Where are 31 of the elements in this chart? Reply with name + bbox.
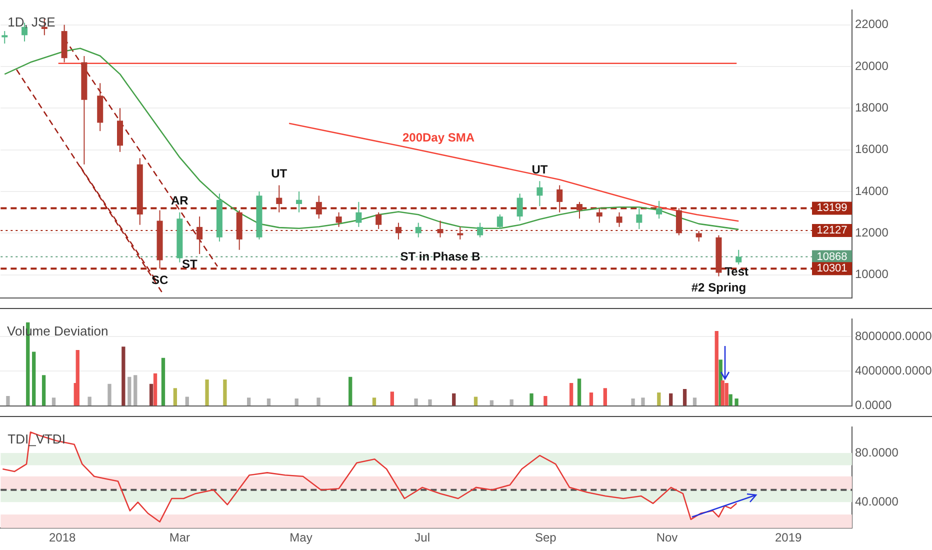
annotation: UT — [271, 166, 288, 181]
x-tick-label: May — [290, 530, 312, 545]
ref-line-label: 10301 — [816, 262, 848, 275]
ref-line-label: 10868 — [816, 250, 848, 263]
series-label: 200Day SMA — [402, 130, 475, 145]
annotation: UT — [532, 162, 548, 176]
x-tick-label: Jul — [414, 530, 430, 545]
y-tick-label: 40.0000 — [855, 494, 899, 508]
y-tick-label: 22000 — [855, 17, 889, 32]
y-tick-label: 12000 — [855, 226, 889, 240]
x-tick-label: Sep — [534, 530, 557, 545]
y-tick-label: 10000 — [855, 267, 889, 282]
x-tick-label: 2019 — [774, 530, 802, 545]
annotation: ST in Phase B — [400, 249, 481, 264]
annotation: Test — [724, 264, 749, 278]
y-tick-label: 80.0000 — [855, 445, 899, 460]
y-tick-label: 0.0000 — [855, 398, 892, 412]
y-tick-label: 20000 — [855, 58, 889, 73]
ref-line-label: 13199 — [816, 202, 848, 214]
x-tick-label: Nov — [656, 530, 678, 545]
y-tick-label: 18000 — [855, 100, 889, 114]
annotation: ST — [182, 256, 198, 271]
y-tick-label: 16000 — [855, 142, 889, 156]
x-tick-label: Mar — [169, 530, 190, 545]
y-tick-label: 14000 — [855, 184, 889, 198]
x-tick-label: 2018 — [48, 530, 76, 545]
y-tick-label: 4000000.0000 — [855, 363, 932, 378]
annotation: #2 Spring — [691, 280, 746, 295]
y-tick-label: 8000000.0000 — [855, 328, 932, 343]
annotation: AR — [171, 194, 189, 208]
ref-line-label: 12127 — [816, 224, 848, 237]
